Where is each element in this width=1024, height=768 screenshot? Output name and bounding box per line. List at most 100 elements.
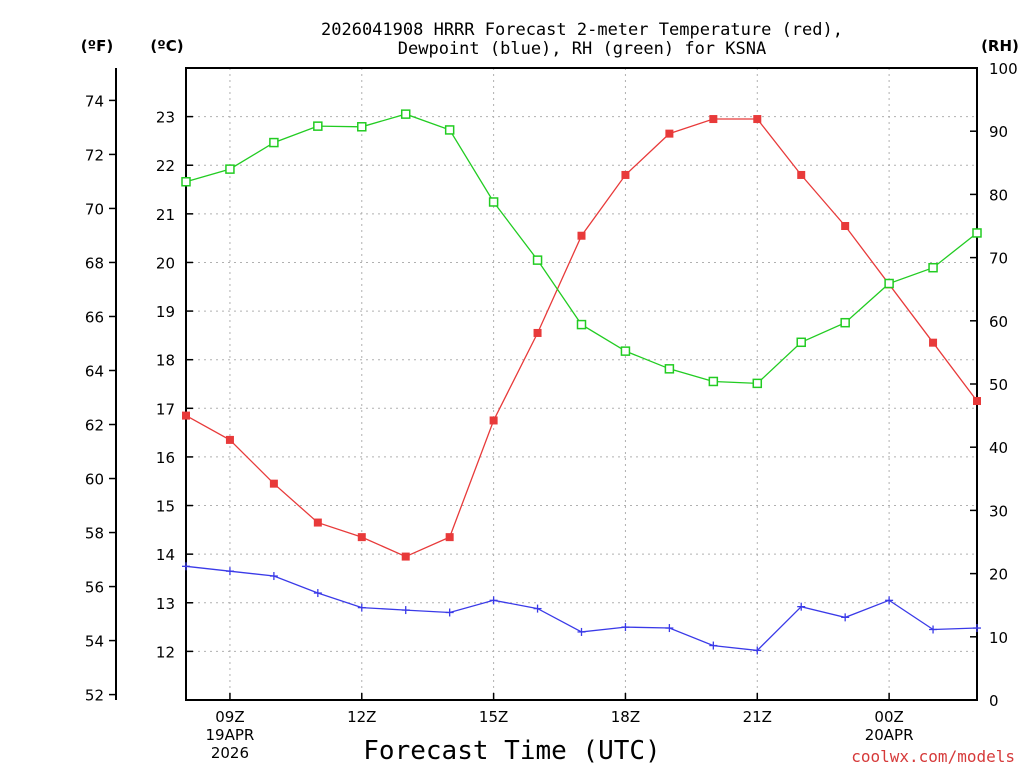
dewpoint-point-16	[533, 604, 542, 613]
temperature-point-26	[973, 397, 981, 406]
dewpoint-line	[185, 565, 978, 652]
rh-point-12	[357, 122, 367, 132]
rh-point-11	[313, 121, 323, 131]
rh-point-21	[752, 378, 763, 389]
series-layer	[181, 109, 982, 655]
rh-point-8	[181, 177, 191, 187]
dewpoint-point-11	[313, 589, 322, 598]
rh-point-16	[532, 255, 543, 265]
x-tick-label: 15Z	[479, 708, 508, 726]
rh-tick-label: 60	[989, 313, 1008, 331]
fahrenheit-tick-label: 54	[85, 633, 104, 651]
celsius-tick-label: 16	[156, 449, 175, 467]
fahrenheit-tick-label: 58	[85, 525, 104, 543]
temperature-point-11	[313, 518, 322, 527]
fahrenheit-tick-label: 74	[85, 92, 104, 110]
plot-frame	[185, 67, 978, 701]
axes	[109, 67, 978, 701]
celsius-tick-label: 14	[156, 546, 175, 564]
temperature-point-8	[182, 411, 190, 420]
temperature-point-14	[445, 533, 454, 542]
dewpoint-point-18	[621, 623, 630, 632]
rh-point-10	[269, 137, 279, 148]
dewpoint-point-23	[841, 613, 850, 622]
rh-point-20	[708, 376, 719, 387]
celsius-tick-label: 13	[156, 595, 175, 613]
celsius-tick-label: 22	[156, 157, 175, 175]
rh-point-14	[444, 125, 455, 135]
fahrenheit-tick-label: 66	[85, 308, 104, 326]
dewpoint-point-9	[225, 567, 234, 576]
fahrenheit-tick-label: 68	[85, 254, 104, 272]
credit-link[interactable]: coolwx.com/models	[851, 747, 1015, 766]
rh-tick-label: 20	[989, 566, 1008, 584]
fahrenheit-tick-label: 72	[85, 146, 104, 164]
rh-tick-label: 0	[989, 692, 999, 710]
celsius-tick-label: 21	[156, 206, 175, 224]
celsius-tick-label: 18	[156, 352, 175, 370]
x-tick-label: 21Z	[743, 708, 772, 726]
temperature-point-23	[841, 222, 850, 230]
temperature-point-16	[533, 328, 542, 337]
temperature-point-18	[621, 170, 630, 179]
rh-point-22	[796, 337, 806, 348]
x-axis-title: Forecast Time (UTC)	[363, 736, 660, 766]
fahrenheit-tick-label: 52	[85, 687, 104, 705]
rh-tick-label: 50	[989, 376, 1008, 394]
rh-tick-label: 10	[989, 629, 1008, 647]
fahrenheit-tick-label: 62	[85, 417, 104, 435]
temperature-point-19	[665, 129, 674, 138]
dewpoint-point-22	[797, 602, 806, 611]
temperature-point-13	[401, 552, 410, 561]
rh-point-15	[488, 197, 499, 207]
celsius-tick-label: 15	[156, 498, 175, 516]
dewpoint-point-15	[489, 596, 498, 605]
rh-point-23	[840, 317, 850, 328]
celsius-tick-label: 12	[156, 643, 175, 661]
dewpoint-point-17	[577, 627, 586, 636]
dewpoint-point-12	[357, 603, 366, 612]
rh-tick-label: 100	[989, 60, 1018, 78]
rh-point-19	[664, 364, 675, 374]
temperature-line	[185, 118, 978, 558]
x-tick-label: 00Z	[874, 708, 903, 726]
dewpoint-point-21	[753, 646, 762, 655]
rh-point-24	[884, 278, 894, 289]
dewpoint-point-26	[973, 624, 981, 633]
fahrenheit-unit-label: (ºF)	[81, 37, 113, 55]
rh-point-17	[576, 319, 587, 330]
temperature-point-20	[709, 115, 718, 124]
fahrenheit-tick-label: 70	[85, 200, 104, 218]
celsius-unit-label: (ºC)	[150, 37, 183, 55]
temperature-point-12	[357, 533, 366, 542]
rh-tick-label: 40	[989, 439, 1008, 457]
x-tick-date-label: 20APR	[865, 726, 914, 744]
chart-title-line-1: 2026041908 HRRR Forecast 2-meter Tempera…	[321, 20, 843, 40]
rh-point-18	[620, 346, 631, 356]
rh-line	[185, 113, 978, 385]
temperature-point-15	[489, 416, 498, 425]
temperature-point-9	[225, 435, 234, 444]
rh-point-25	[928, 262, 938, 273]
x-tick-date-label: 19APR	[206, 726, 255, 744]
dewpoint-point-10	[269, 572, 278, 581]
temperature-point-21	[753, 115, 762, 124]
dewpoint-point-25	[929, 625, 938, 634]
x-tick-label: 12Z	[347, 708, 376, 726]
celsius-tick-label: 23	[156, 109, 175, 127]
rh-unit-label: (RH)	[981, 37, 1019, 55]
rh-tick-label: 30	[989, 502, 1008, 520]
grid-lines	[186, 68, 977, 700]
temperature-point-10	[269, 479, 278, 488]
dewpoint-point-24	[885, 596, 894, 605]
rh-point-26	[972, 228, 982, 238]
temperature-point-17	[577, 231, 586, 240]
rh-tick-label: 80	[989, 186, 1008, 204]
celsius-tick-label: 19	[156, 303, 175, 321]
dewpoint-point-14	[445, 608, 454, 617]
dewpoint-point-19	[665, 624, 674, 633]
temperature-point-25	[929, 338, 938, 347]
tick-labels: 12 13 14 15 16 17 18 19 20 21 22 23 52 54 56 58 60 62 64 66…	[85, 60, 1018, 762]
fahrenheit-tick-label: 56	[85, 579, 104, 597]
rh-point-9	[225, 164, 235, 174]
